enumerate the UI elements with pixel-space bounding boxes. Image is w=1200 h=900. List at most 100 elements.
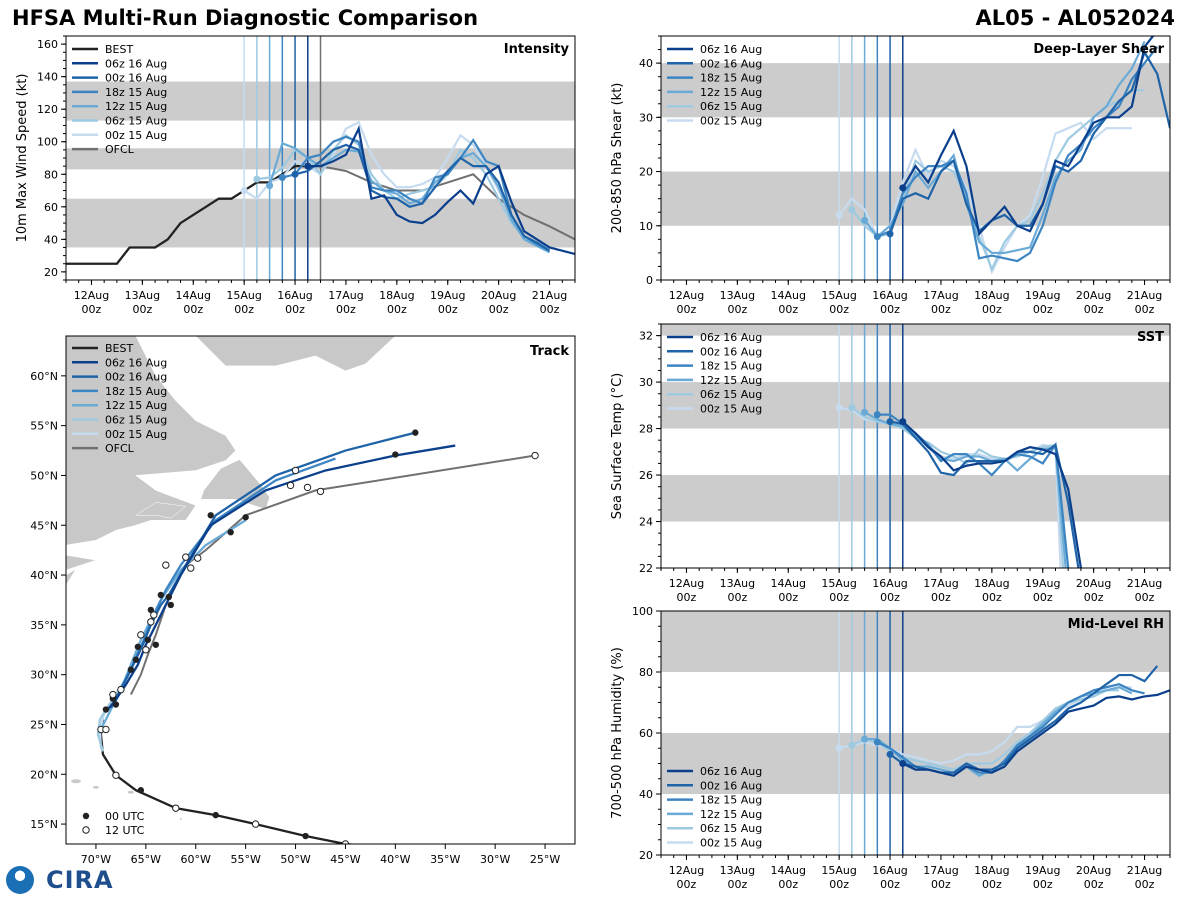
rh-legend-label: 06z 15 Aug xyxy=(700,822,762,835)
sst-series-line xyxy=(902,420,1083,568)
intensity-ytick-label: 60 xyxy=(44,201,58,214)
shear-ytick-label: 40 xyxy=(639,57,653,70)
marker-12utc xyxy=(182,553,190,561)
track-ytick-label: 35°N xyxy=(30,619,58,632)
intensity-series-line xyxy=(243,120,550,251)
intensity-xtick-label: 00z xyxy=(183,303,203,316)
shear-ytick-label: 30 xyxy=(639,111,653,124)
rh-series-start-marker xyxy=(899,760,907,767)
intensity-series-start-marker xyxy=(278,174,286,182)
marker-12utc xyxy=(147,618,155,626)
sst-xtick-label: 17Aug xyxy=(923,577,958,590)
sst-series-line xyxy=(864,411,1067,568)
shear-xtick-label: 18Aug xyxy=(974,289,1009,302)
rh-ytick-label: 100 xyxy=(632,605,653,618)
sst-series-start-marker xyxy=(848,404,856,412)
rh-xtick-label: 13Aug xyxy=(720,864,755,877)
intensity-series-start-marker xyxy=(266,182,274,190)
rh-panel-title: Mid-Level RH xyxy=(1068,617,1164,632)
shear-ytick-label: 10 xyxy=(639,220,653,233)
shear-plot-area xyxy=(661,36,1170,280)
land-polygon xyxy=(66,554,97,571)
sst-ytick-label: 26 xyxy=(639,469,653,482)
intensity-series-line xyxy=(282,135,551,252)
legend-label-00utc: 00 UTC xyxy=(105,810,145,823)
marker-12utc xyxy=(112,771,120,779)
intensity-panel-title: Intensity xyxy=(504,42,570,57)
intensity-series-start-marker xyxy=(304,162,312,170)
intensity-series-line xyxy=(307,125,575,256)
shear-xtick-label: 00z xyxy=(931,303,951,316)
shear-ylabel: 200-850 hPa Shear (kt) xyxy=(610,83,625,234)
rh-ylabel: 700-500 hPa Humidity (%) xyxy=(610,647,625,819)
intensity-legend-label: 06z 15 Aug xyxy=(105,115,167,128)
track-series-path xyxy=(107,444,456,711)
track-legend-label: 06z 16 Aug xyxy=(105,356,167,369)
intensity-ytick-label: 160 xyxy=(37,38,58,51)
track-legend-label: 06z 15 Aug xyxy=(105,414,167,427)
ofcl-forecast-line xyxy=(320,165,575,241)
shear-xtick-label: 00z xyxy=(677,303,697,316)
track-ytick-label: 50°N xyxy=(30,469,58,482)
shear-xtick-label: 00z xyxy=(1135,303,1155,316)
rh-xtick-label: 00z xyxy=(677,878,697,891)
intensity-legend-label: BEST xyxy=(105,43,133,56)
rh-xtick-label: 00z xyxy=(982,878,1002,891)
panel-rh: 2040608010012Aug00z13Aug00z14Aug00z15Aug… xyxy=(610,605,1171,891)
shear-series-start-marker xyxy=(886,230,894,238)
shear-legend-label: 06z 15 Aug xyxy=(700,100,762,113)
shear-series-start-marker xyxy=(835,211,843,219)
intensity-legend-label: 12z 15 Aug xyxy=(105,100,167,113)
marker-12utc xyxy=(286,481,295,490)
rh-xtick-label: 17Aug xyxy=(923,864,958,877)
rh-xtick-label: 00z xyxy=(778,878,798,891)
marker-00utc xyxy=(134,643,142,650)
track-xtick-label: 65°W xyxy=(131,853,161,866)
shear-xtick-label: 17Aug xyxy=(923,289,958,302)
rh-ytick-label: 40 xyxy=(639,788,653,801)
sst-ylabel: Sea Surface Temp (°C) xyxy=(610,373,625,520)
shear-xtick-label: 16Aug xyxy=(872,289,907,302)
sst-legend-label: 00z 16 Aug xyxy=(700,345,762,358)
intensity-xtick-label: 00z xyxy=(336,303,356,316)
marker-12utc xyxy=(142,646,150,654)
track-xtick-label: 55°W xyxy=(230,853,260,866)
rh-shaded-band xyxy=(661,611,1170,672)
shear-xtick-label: 21Aug xyxy=(1127,289,1162,302)
shear-xtick-label: 14Aug xyxy=(771,289,806,302)
intensity-series-start-marker xyxy=(253,175,261,183)
sst-xtick-label: 00z xyxy=(982,591,1002,604)
shear-xtick-label: 00z xyxy=(1084,303,1104,316)
marker-00utc xyxy=(302,832,309,840)
intensity-ytick-label: 20 xyxy=(44,266,58,279)
track-series-path xyxy=(109,431,416,709)
intensity-xtick-label: 00z xyxy=(540,303,560,316)
marker-00utc xyxy=(137,787,145,794)
marker-00utc xyxy=(412,429,419,436)
track-xtick-label: 40°W xyxy=(380,853,410,866)
shear-series-line xyxy=(876,46,1159,263)
sst-xtick-label: 14Aug xyxy=(771,577,806,590)
track-ytick-label: 20°N xyxy=(30,768,58,781)
rh-xtick-label: 19Aug xyxy=(1025,864,1060,877)
shear-shaded-band xyxy=(661,63,1170,118)
sst-xtick-label: 00z xyxy=(727,591,747,604)
intensity-legend-label: 00z 16 Aug xyxy=(105,72,167,85)
marker-00utc xyxy=(227,529,234,536)
sst-xtick-label: 00z xyxy=(829,591,849,604)
intensity-ytick-label: 140 xyxy=(37,71,58,84)
sst-series-start-marker xyxy=(873,411,881,419)
rh-xtick-label: 18Aug xyxy=(974,864,1009,877)
rh-xtick-label: 21Aug xyxy=(1127,864,1162,877)
marker-12utc xyxy=(102,725,110,734)
intensity-ytick-label: 40 xyxy=(44,233,58,246)
marker-12utc xyxy=(117,685,125,694)
intensity-ytick-label: 80 xyxy=(44,168,58,181)
marker-12utc xyxy=(251,820,260,828)
storm-id-title: AL05 - AL052024 xyxy=(975,6,1176,30)
sst-panel-title: SST xyxy=(1137,330,1164,345)
intensity-xtick-label: 17Aug xyxy=(328,289,363,302)
panel-sst: 22242628303212Aug00z13Aug00z14Aug00z15Au… xyxy=(610,323,1171,604)
rh-legend-label: 18z 15 Aug xyxy=(700,794,762,807)
track-legend-label: OFCL xyxy=(105,442,135,455)
